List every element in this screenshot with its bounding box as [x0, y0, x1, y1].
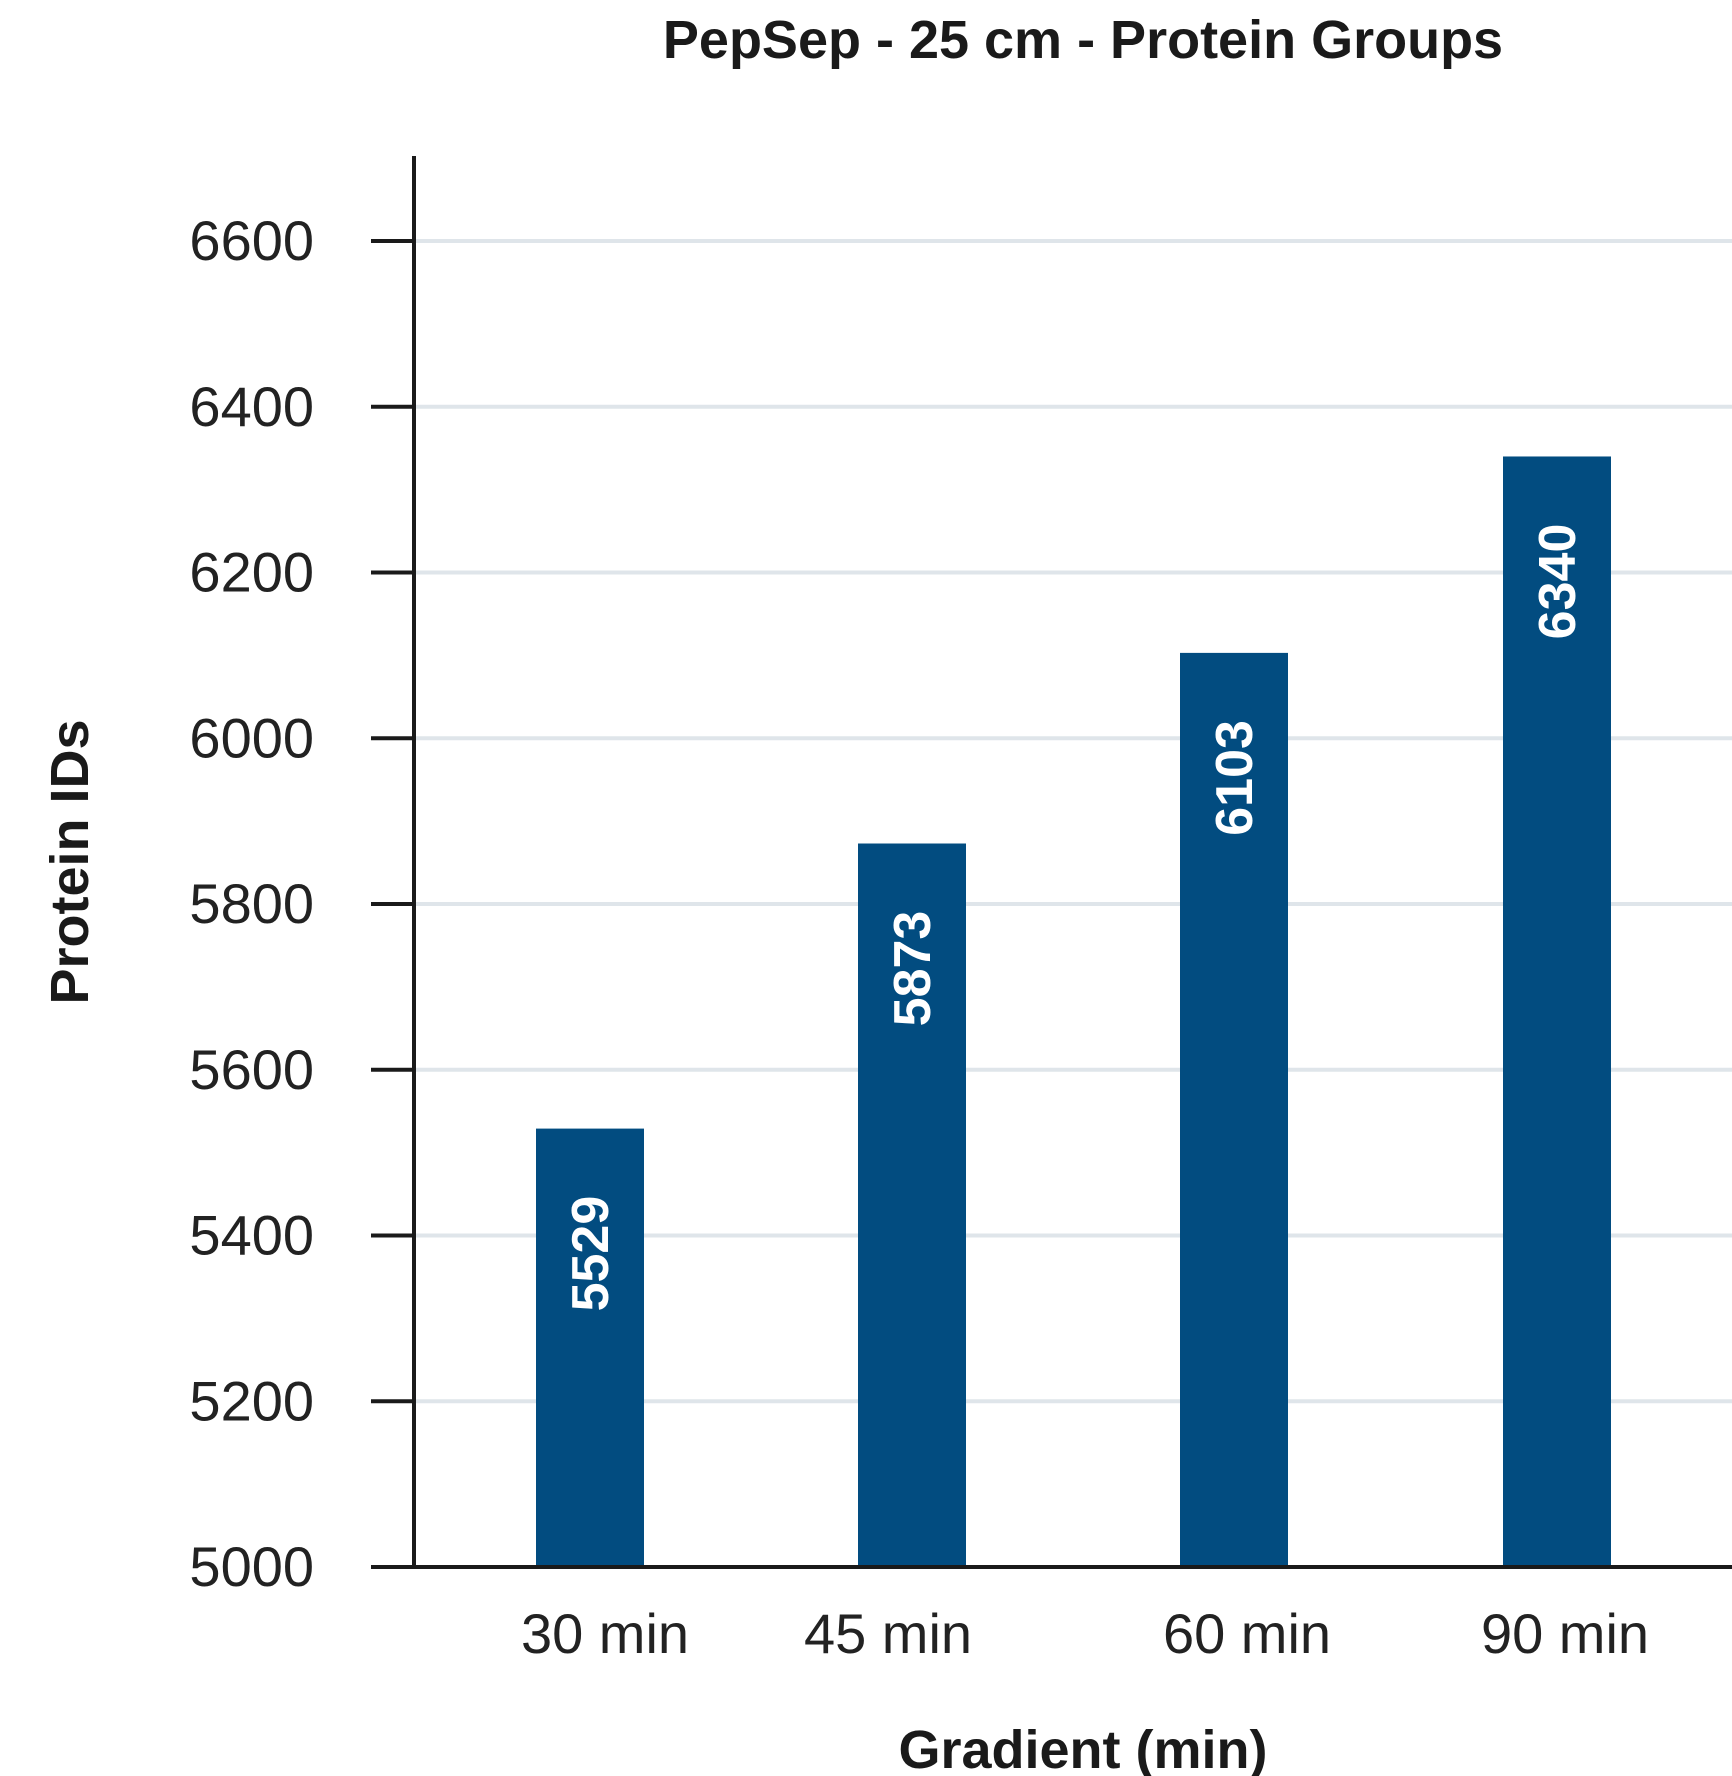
y-tick-label: 6400 [189, 375, 314, 438]
bars: 5529 5873 6103 6340 [536, 456, 1611, 1568]
y-tick-label: 5600 [189, 1038, 314, 1101]
bar [536, 1128, 644, 1567]
y-tick-label: 5800 [189, 872, 314, 935]
y-axis-label: Protein IDs [40, 719, 100, 1004]
x-category-label: 45 min [804, 1602, 972, 1665]
bar-value-label: 6340 [1529, 524, 1587, 640]
bar-value-label: 5529 [562, 1196, 620, 1312]
x-category-label: 30 min [521, 1602, 689, 1665]
x-axis-label: Gradient (min) [898, 1720, 1267, 1776]
y-tick-label: 5400 [189, 1204, 314, 1267]
y-tick-label: 6600 [189, 209, 314, 272]
y-tick-label: 5200 [189, 1369, 314, 1432]
x-category-label: 90 min [1481, 1602, 1649, 1665]
y-tick-label: 5000 [189, 1535, 314, 1598]
x-category-labels: 30 min 45 min 60 min 90 min [521, 1602, 1649, 1665]
bar-value-label: 5873 [884, 911, 942, 1027]
y-tick-label: 6000 [189, 706, 314, 769]
bar [1180, 652, 1288, 1567]
chart-title: PepSep - 25 cm - Protein Groups [663, 10, 1503, 70]
bar [858, 843, 966, 1567]
x-category-label: 60 min [1163, 1602, 1331, 1665]
bar-value-label: 6103 [1206, 720, 1264, 836]
y-tick-label: 6200 [189, 541, 314, 604]
bar [1503, 456, 1611, 1568]
y-ticks: 5000 5200 5400 5600 5800 6000 6200 6400 6600 [189, 209, 414, 1598]
